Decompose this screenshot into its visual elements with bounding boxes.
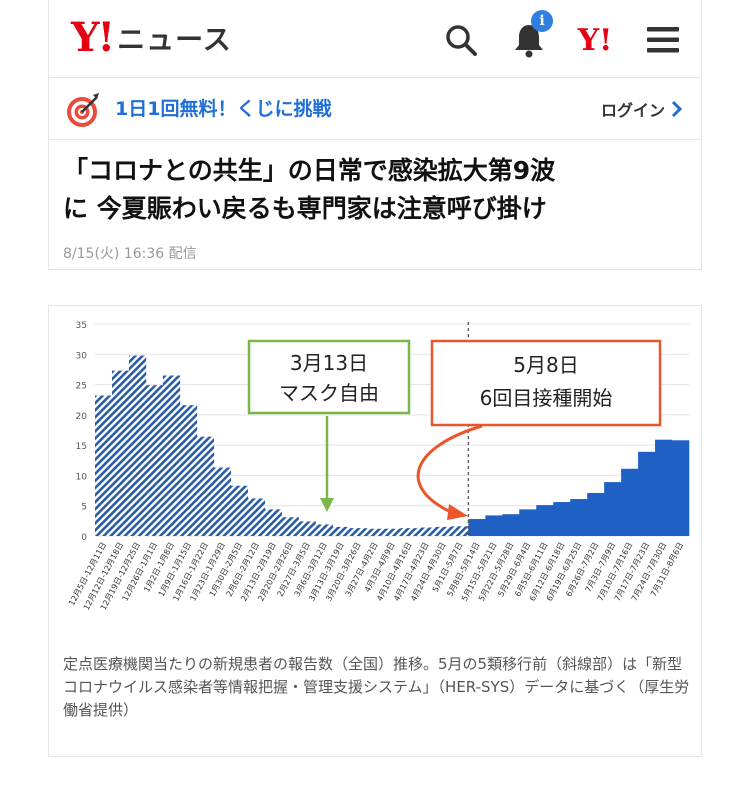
annotation-vaccine: 5月8日 6回目接種開始 (416, 339, 662, 520)
search-button[interactable] (439, 18, 483, 62)
annotation-mask-arrow-head (320, 498, 334, 512)
yahoo-home-button[interactable]: Y! (573, 18, 617, 62)
y-tick-label: 30 (76, 351, 88, 361)
chart-bar (655, 439, 673, 536)
annotation-vaccine-line2: 6回目接種開始 (480, 386, 613, 410)
article-title: 「コロナとの共生」の日常で感染拡大第9波 に 今夏賑わい戻るも専門家は注意呼び掛… (63, 152, 693, 228)
y-tick-label: 5 (81, 503, 87, 513)
chart-bar (95, 395, 113, 536)
article-title-line2: に 今夏賑わい戻るも専門家は注意呼び掛け (63, 194, 547, 223)
y-tick-label: 20 (76, 412, 88, 422)
yahoo-logo-mark: Y! (71, 14, 115, 61)
chart-bar (417, 527, 435, 536)
search-icon (446, 25, 477, 56)
news-logo-text: ニュース (117, 23, 232, 56)
y-tick-label: 0 (81, 533, 87, 543)
y-tick-label: 35 (76, 321, 87, 331)
chart-bar (196, 436, 215, 536)
article-header: 「コロナとの共生」の日常で感染拡大第9波 に 今夏賑わい戻るも専門家は注意呼び掛… (48, 140, 702, 270)
annotation-vaccine-box (430, 339, 662, 427)
annotation-mask-line1: 3月13日 (290, 351, 368, 375)
menu-icon (647, 27, 679, 53)
chart-bars (95, 355, 690, 536)
bell-icon (515, 25, 543, 58)
x-axis-ticks: 12月5日-12月11日12月12日-12月18日12月19日-12月25日12… (67, 541, 685, 612)
annotation-vaccine-arrow (416, 424, 483, 515)
chart-bar (621, 468, 639, 536)
chart-bar (298, 521, 316, 536)
chevron-right-icon (671, 100, 683, 118)
chart-bar (638, 451, 656, 536)
annotation-mask-line2: マスク自由 (279, 381, 379, 405)
annotation-mask-box (247, 339, 411, 415)
y-axis-ticks: 0 5 10 15 20 25 30 35 (76, 321, 88, 543)
annotation-vaccine-line1: 5月8日 (513, 353, 578, 377)
chart-bar (366, 528, 384, 536)
chart-bar (349, 528, 367, 536)
chart-bar (213, 467, 232, 536)
article-date: 8/15(火) 16:36 配信 (63, 246, 197, 262)
yahoo-logo-icon: Y! (577, 22, 613, 58)
annotation-vaccine-arrow-head (447, 504, 468, 520)
login-link[interactable]: ログイン (601, 97, 683, 121)
chart-bar (587, 492, 605, 536)
chart-bar (264, 509, 282, 536)
chart-bar (536, 505, 554, 536)
article-title-line1: 「コロナとの共生」の日常で感染拡大第9波 (63, 156, 556, 185)
chart-bar (468, 519, 486, 536)
chart-bar (485, 515, 503, 536)
chart-bar (553, 502, 571, 536)
covid-cases-chart[interactable]: 0 5 10 15 20 25 30 35 12月5日-12月11日12月12日-12月18日… (49, 306, 701, 646)
login-label: ログイン (600, 101, 665, 120)
chart-bar (570, 499, 588, 536)
menu-button[interactable] (641, 18, 685, 62)
chart-bar (672, 440, 690, 536)
notification-button[interactable]: i (507, 10, 553, 62)
chart-bar (128, 355, 147, 536)
app-header: Y! ニュース i Y! (48, 0, 702, 78)
chart-bar (162, 375, 181, 536)
chart-bar (230, 485, 249, 536)
lottery-banner[interactable]: 1日1回無料！くじに挑戦 ログイン (48, 78, 702, 140)
chart-bar (281, 517, 299, 536)
chart-bar (179, 405, 198, 536)
chart-bar (332, 526, 350, 536)
target-icon (67, 93, 99, 127)
figure-caption: 定点医療機関当たりの新規患者の報告数（全国）推移。5月の5類移行前（斜線部）は「… (63, 655, 690, 719)
y-tick-label: 10 (76, 472, 88, 482)
chart-bar (111, 370, 130, 536)
y-tick-label: 15 (76, 442, 87, 452)
annotation-mask: 3月13日 マスク自由 (247, 339, 411, 512)
chart-bar (519, 509, 537, 536)
chart-bar (434, 526, 452, 536)
y-tick-label: 25 (76, 382, 87, 392)
chart-bar (315, 524, 333, 536)
chart-bar (383, 528, 401, 536)
chart-bar (400, 528, 418, 536)
chart-bar (604, 482, 622, 536)
chart-bar (451, 526, 469, 536)
article-figure: 0 5 10 15 20 25 30 35 12月5日-12月11日 12月12日-12月18日… (48, 305, 702, 757)
notification-badge: i (531, 10, 553, 32)
yahoo-news-logo[interactable]: Y! ニュース (71, 18, 232, 58)
chart-bar (247, 498, 266, 536)
chart-bar (502, 514, 520, 536)
chart-bar (145, 385, 164, 536)
lottery-text: 1日1回無料！くじに挑戦 (115, 98, 332, 120)
